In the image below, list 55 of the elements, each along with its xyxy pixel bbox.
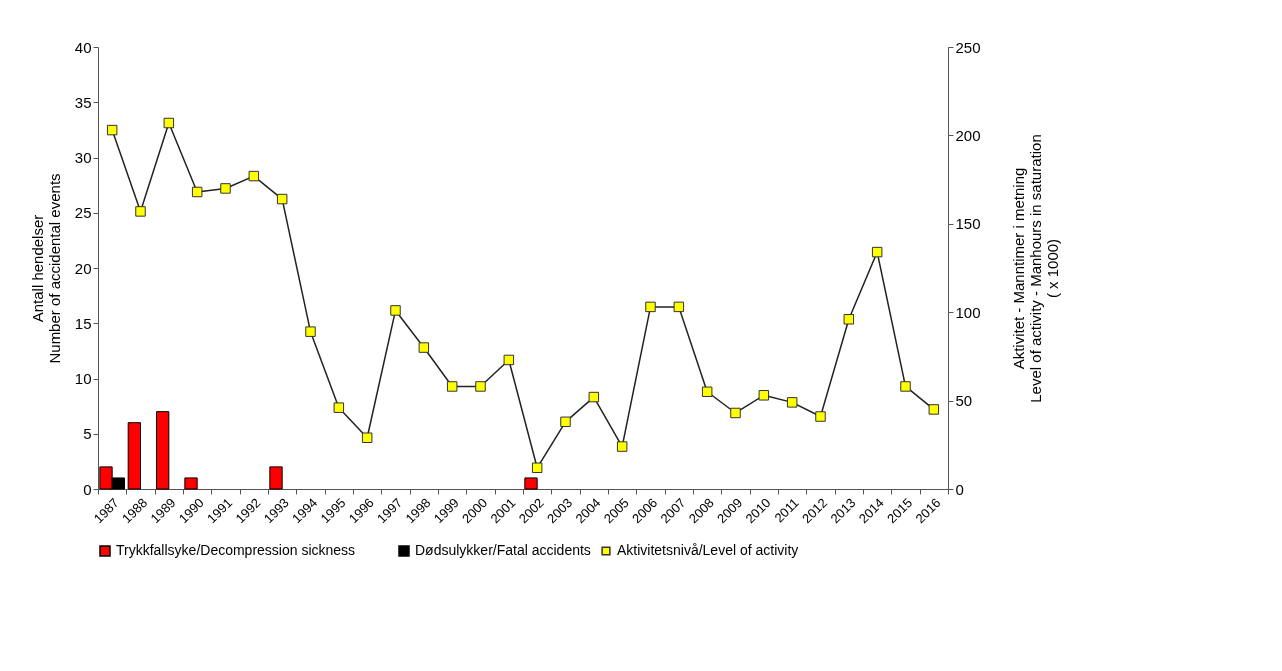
point: [503, 354, 515, 366]
point: [361, 432, 373, 443]
point: [163, 117, 175, 129]
point: [815, 411, 826, 422]
point: [333, 402, 345, 413]
bar: [156, 411, 170, 490]
y-tick-label: 30: [74, 149, 92, 166]
legend-label: Dødsulykker/Fatal accidents: [415, 542, 591, 558]
point: [673, 301, 685, 313]
y-tick-label: 40: [74, 38, 92, 56]
point: [758, 390, 770, 401]
legend-label: Trykkfallsyke/Decompression sickness: [116, 542, 356, 558]
y-tick-label: 0: [83, 480, 92, 498]
y2-axis-title: Aktivitet - Manntimer i metning Level of activity - Manhours in saturation ( x 1000): [1009, 134, 1061, 403]
y-tick-label: 5: [83, 425, 92, 443]
y2-tick-label: 150: [955, 215, 981, 233]
point: [418, 342, 430, 353]
y2-tick-label: 200: [955, 126, 981, 144]
y2-tick-label: 50: [955, 392, 973, 410]
y-tick-label: 10: [74, 370, 92, 387]
y-tick-label: 25: [74, 204, 92, 222]
point: [616, 441, 628, 452]
point: [446, 381, 458, 392]
point: [843, 314, 855, 325]
point: [135, 206, 146, 217]
point: [390, 305, 401, 316]
point: [305, 326, 316, 337]
point: [900, 381, 911, 392]
bar: [269, 466, 283, 490]
bar: [524, 477, 538, 490]
bar: [184, 477, 198, 490]
point: [191, 186, 203, 198]
y-tick-label: 35: [74, 93, 92, 111]
point: [871, 246, 883, 258]
point: [786, 397, 798, 408]
point: [531, 462, 543, 474]
y-tick-label: 15: [74, 314, 92, 332]
point: [248, 170, 260, 182]
y-axis-title: Antall hendelser Number of accidental events: [28, 173, 63, 364]
point: [645, 301, 656, 313]
y2-tick-label: 0: [955, 480, 964, 498]
point: [276, 193, 288, 205]
point: [928, 404, 940, 415]
y2-tick-label: 250: [955, 38, 981, 56]
point: [701, 386, 713, 397]
bar: [127, 422, 141, 490]
point: [730, 407, 741, 419]
point: [588, 391, 600, 403]
point: [560, 416, 571, 428]
legend-label: Aktivitetsnivå/Level of activity: [617, 542, 799, 558]
point: [475, 381, 486, 392]
y2-tick-label: 100: [955, 303, 981, 321]
point: [220, 183, 231, 194]
y-tick-label: 20: [74, 259, 92, 277]
point: [106, 124, 118, 136]
